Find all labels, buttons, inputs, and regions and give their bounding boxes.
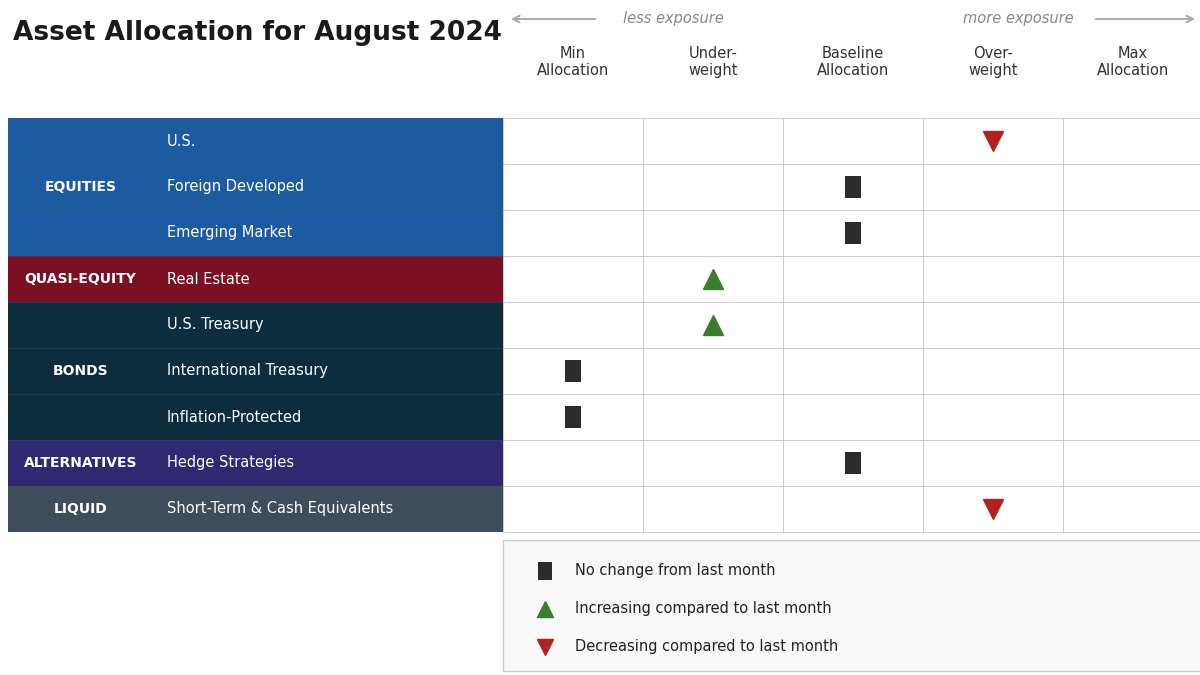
Bar [8,486,503,532]
Text: International Treasury: International Treasury [167,364,328,379]
Text: Decreasing compared to last month: Decreasing compared to last month [575,639,839,654]
Bar [503,164,1200,210]
Text: No change from last month: No change from last month [575,564,775,578]
Bar [503,540,1200,671]
Text: QUASI-EQUITY: QUASI-EQUITY [24,272,137,286]
Bar [8,118,503,164]
Text: Inflation-Protected: Inflation-Protected [167,410,302,425]
Text: Hedge Strategies: Hedge Strategies [167,456,294,470]
Bar [8,348,503,394]
Text: Baseline
Allocation: Baseline Allocation [817,46,889,78]
Bar [503,394,1200,440]
Bar [565,406,581,428]
Bar [503,210,1200,256]
Bar [503,348,1200,394]
Text: more exposure: more exposure [962,11,1073,26]
Text: Increasing compared to last month: Increasing compared to last month [575,601,832,616]
Bar [8,164,503,210]
Bar [538,562,552,580]
Bar [845,176,862,198]
Bar [503,486,1200,532]
Bar [503,440,1200,486]
Bar [8,256,503,302]
Bar [503,118,1200,164]
Text: ALTERNATIVES: ALTERNATIVES [24,456,137,470]
Text: Min
Allocation: Min Allocation [536,46,610,78]
Bar [503,256,1200,302]
Text: U.S. Treasury: U.S. Treasury [167,317,264,333]
Bar [8,394,503,440]
Text: U.S.: U.S. [167,134,197,148]
Text: EQUITIES: EQUITIES [44,180,116,194]
Text: Under-
weight: Under- weight [689,46,738,78]
Text: Over-
weight: Over- weight [968,46,1018,78]
Bar [8,440,503,486]
Bar [8,210,503,256]
Bar [565,360,581,382]
Text: LIQUID: LIQUID [54,502,107,516]
Bar [845,222,862,244]
Bar [503,302,1200,348]
Text: Real Estate: Real Estate [167,271,250,286]
Text: Emerging Market: Emerging Market [167,225,293,240]
Text: Foreign Developed: Foreign Developed [167,180,304,194]
Text: Max
Allocation: Max Allocation [1097,46,1169,78]
Text: Short-Term & Cash Equivalents: Short-Term & Cash Equivalents [167,502,394,516]
Bar [8,302,503,348]
Text: Asset Allocation for August 2024: Asset Allocation for August 2024 [13,20,502,46]
Bar [845,452,862,474]
Text: BONDS: BONDS [53,364,108,378]
Text: less exposure: less exposure [623,11,724,26]
